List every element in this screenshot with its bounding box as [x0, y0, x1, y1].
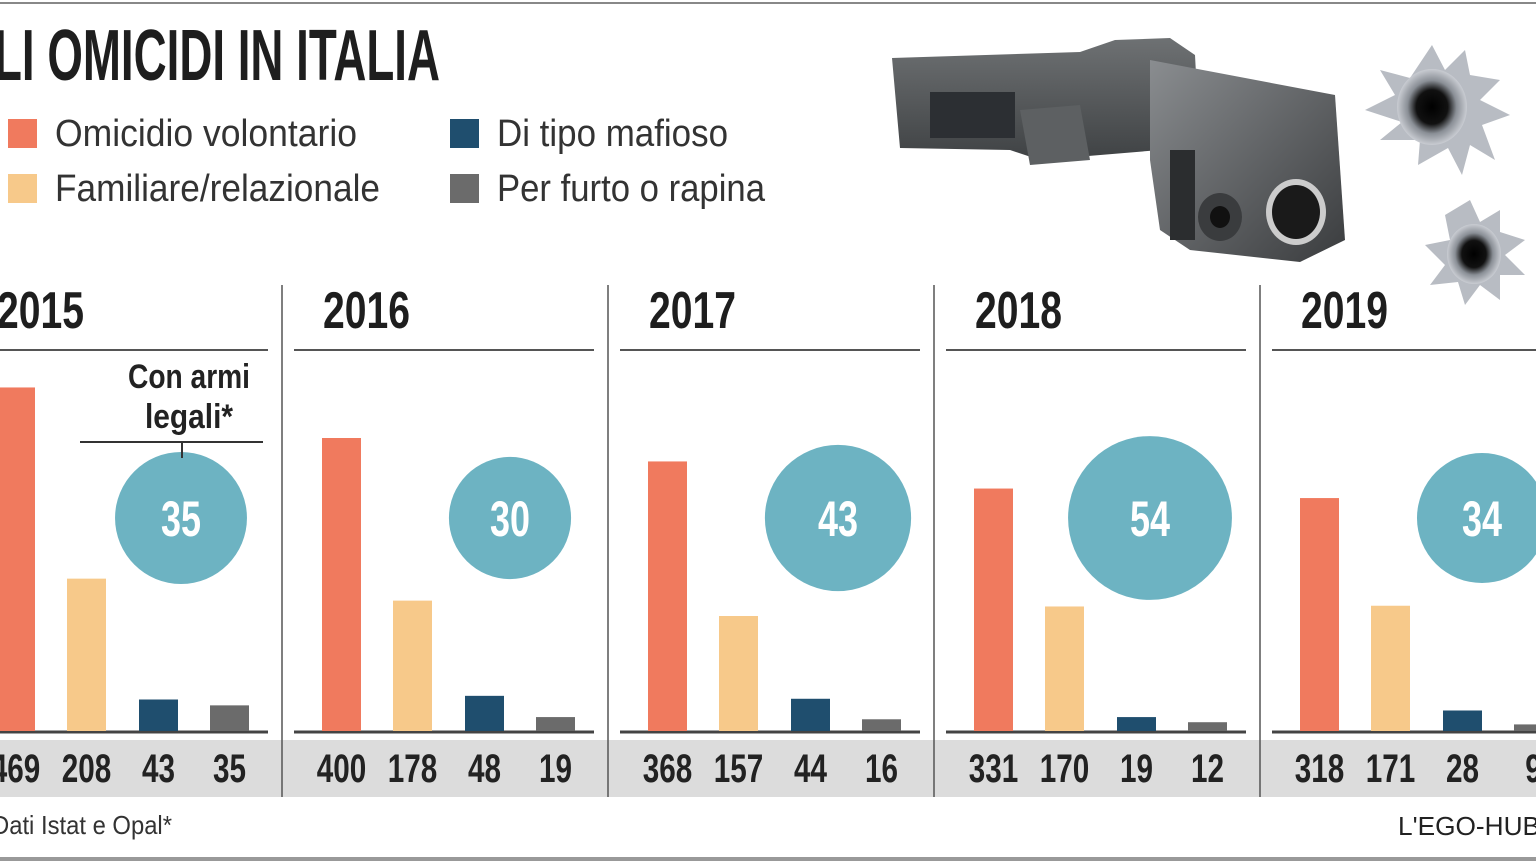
value-band [1260, 740, 1536, 797]
value-band [282, 740, 608, 797]
annotation-line1: Con armi [128, 358, 250, 396]
legend-swatch-omicidio [8, 119, 37, 148]
data-label: 12 [1191, 747, 1224, 791]
bar-2016-0 [322, 438, 361, 731]
year-label: 2015 [0, 282, 84, 340]
legend-swatch-familiare [8, 174, 37, 203]
data-label: 157 [714, 747, 764, 791]
data-label: 44 [794, 747, 828, 791]
data-label: 48 [468, 747, 501, 791]
credit: L'EGO-HUB [1398, 811, 1536, 841]
armi-legali-bubble [764, 444, 912, 592]
bubble-label: 43 [818, 491, 858, 547]
armi-legali-bubble [448, 456, 572, 580]
bar-2015-2 [139, 699, 178, 731]
year-label: 2016 [323, 282, 410, 340]
bar-2019-0 [1300, 498, 1339, 731]
armi-legali-bubble [1068, 436, 1232, 600]
data-label: 19 [1120, 747, 1153, 791]
year-panel-2015: 2015 469 208 43 35 35 [0, 282, 282, 797]
bubble-label: 54 [1130, 491, 1170, 547]
data-label: 368 [643, 747, 693, 791]
bubble-label: 34 [1462, 491, 1502, 547]
data-label: 9 [1525, 747, 1536, 791]
data-label: 331 [969, 747, 1019, 791]
bar-2016-2 [465, 695, 504, 731]
legend-swatch-mafioso [450, 119, 479, 148]
bar-2019-1 [1371, 605, 1410, 731]
legend: Omicidio volontario Familiare/relazional… [8, 113, 766, 210]
data-label: 43 [142, 747, 175, 791]
data-label: 170 [1040, 747, 1090, 791]
bullet-hole-icon [1425, 200, 1525, 305]
annotation-line2: legali* [145, 398, 234, 436]
bar-2018-0 [974, 488, 1013, 731]
bar-2018-1 [1045, 606, 1084, 731]
bar-2018-2 [1117, 717, 1156, 731]
data-label: 16 [865, 747, 898, 791]
page-title: LI OMICIDI IN ITALIA [0, 16, 440, 96]
bar-2017-3 [862, 719, 901, 731]
bar-2017-2 [791, 698, 830, 731]
data-label: 35 [213, 747, 246, 791]
legend-label: Per furto o rapina [497, 168, 766, 210]
bubble-label: 35 [161, 491, 201, 547]
year-panels: 2015 469 208 43 35 35 2016 400 178 48 19 30 2017 368 1… [0, 282, 1536, 797]
armi-legali-bubble [115, 452, 247, 584]
value-band [0, 740, 282, 797]
data-label: 400 [317, 747, 367, 791]
armi-legali-bubble [1417, 453, 1536, 583]
legend-label: Omicidio volontario [55, 113, 357, 155]
bar-2016-3 [536, 717, 575, 731]
value-band [934, 740, 1260, 797]
bar-2018-3 [1188, 722, 1227, 731]
annotation-armi-legali: Con armi legali* [80, 358, 263, 458]
bar-2015-1 [67, 578, 106, 731]
bullet-hole-icon [1365, 45, 1510, 175]
year-panel-2017: 2017 368 157 44 16 43 [607, 282, 934, 797]
bar-2017-1 [719, 615, 758, 731]
bubble-label: 30 [490, 491, 530, 547]
bar-2017-0 [648, 461, 687, 731]
data-label: 178 [388, 747, 438, 791]
data-label: 469 [0, 747, 40, 791]
year-label: 2019 [1301, 282, 1388, 340]
bar-2015-3 [210, 705, 249, 731]
legend-label: Familiare/relazionale [55, 168, 380, 210]
legend-label: Di tipo mafioso [497, 113, 728, 155]
bar-2015-0 [0, 387, 35, 731]
year-label: 2018 [975, 282, 1062, 340]
data-label: 28 [1446, 747, 1479, 791]
data-label: 208 [62, 747, 112, 791]
source-note: Dati Istat e Opal* [0, 810, 172, 840]
year-panel-2016: 2016 400 178 48 19 30 [281, 282, 608, 797]
bar-2019-2 [1443, 710, 1482, 731]
value-band [608, 740, 934, 797]
year-label: 2017 [649, 282, 736, 340]
year-panel-2018: 2018 331 170 19 12 54 [933, 282, 1260, 797]
data-label: 318 [1295, 747, 1345, 791]
legend-swatch-furto [450, 174, 479, 203]
data-label: 171 [1366, 747, 1416, 791]
data-label: 19 [539, 747, 572, 791]
bar-2016-1 [393, 600, 432, 731]
pistol-image [892, 38, 1345, 262]
year-panel-2019: 2019 318 171 28 9 34 [1259, 282, 1536, 797]
bar-2019-3 [1514, 724, 1536, 731]
